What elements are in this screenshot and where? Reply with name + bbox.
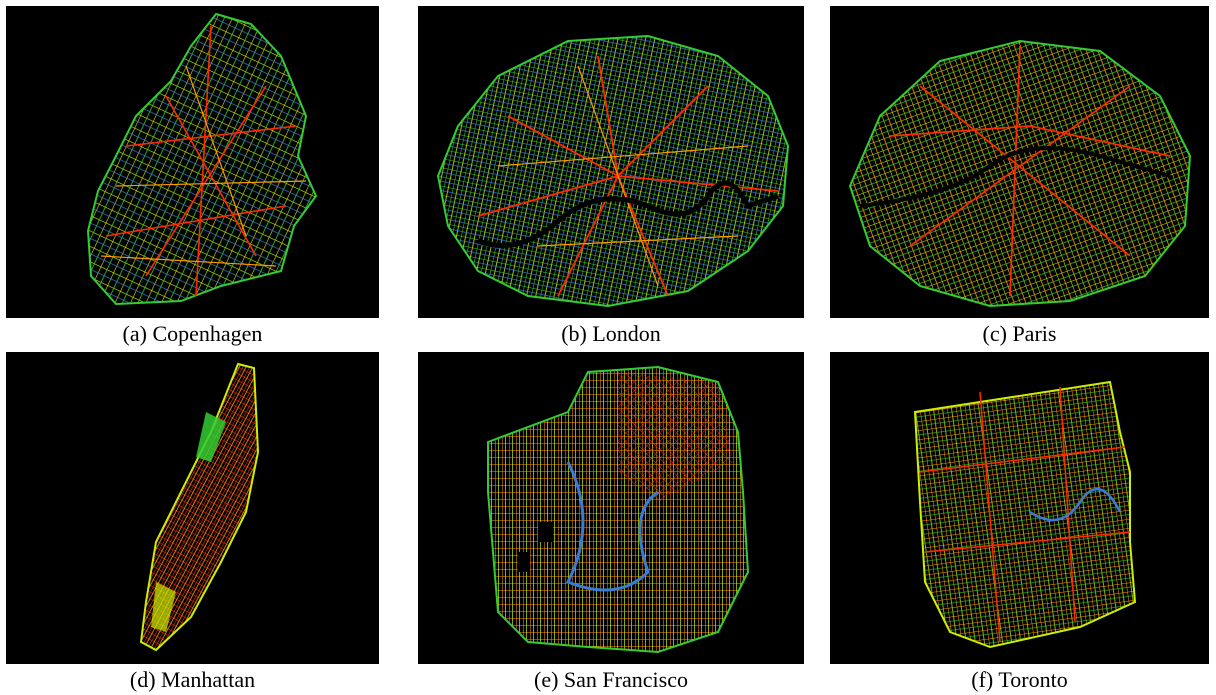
caption-toronto: (f) Toronto	[971, 667, 1068, 692]
road-network-toronto	[913, 380, 1137, 649]
map-manhattan	[6, 352, 379, 664]
caption-london: (b) London	[561, 321, 661, 346]
panel-copenhagen: (a) Copenhagen	[6, 6, 379, 346]
panel-manhattan: (d) Manhattan	[6, 352, 379, 695]
map-toronto	[830, 352, 1209, 664]
map-copenhagen	[6, 6, 379, 318]
caption-paris: (c) Paris	[982, 321, 1057, 346]
panel-toronto: (f) Toronto	[830, 352, 1209, 695]
panel-paris: (c) Paris	[830, 6, 1209, 346]
caption-manhattan: (d) Manhattan	[129, 667, 256, 692]
map-san-francisco	[418, 352, 804, 664]
road-network-london	[436, 34, 790, 308]
map-paris	[830, 6, 1209, 318]
road-network-san-francisco	[487, 365, 750, 654]
panel-london: (b) London	[418, 6, 804, 346]
road-network-copenhagen	[86, 12, 318, 306]
caption-san-francisco: (e) San Francisco	[534, 667, 688, 692]
caption-copenhagen: (a) Copenhagen	[122, 321, 263, 346]
map-london	[418, 6, 804, 318]
road-network-manhattan	[139, 362, 260, 652]
road-network-paris	[848, 39, 1192, 308]
panel-san-francisco: (e) San Francisco	[418, 352, 804, 695]
